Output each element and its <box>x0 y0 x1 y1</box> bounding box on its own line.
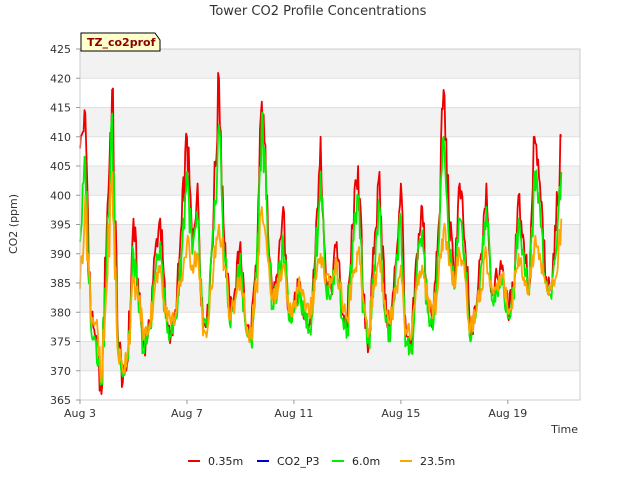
y-tick-label: 365 <box>50 394 71 407</box>
series-line-0.35m <box>79 72 563 396</box>
x-axis-title: Time <box>550 423 578 436</box>
y-tick-label: 385 <box>50 277 71 290</box>
site-label-text: TZ_co2prof <box>87 36 156 49</box>
y-tick-label: 390 <box>50 248 71 261</box>
y-tick-label: 395 <box>50 219 71 232</box>
y-tick-label: 405 <box>50 160 71 173</box>
legend: 0.35m CO2_P3 6.0m 23.5m <box>188 455 455 468</box>
grid-band <box>80 107 580 137</box>
legend-item: 0.35m <box>188 455 243 468</box>
legend-item: 23.5m <box>400 455 455 468</box>
chart-title: Tower CO2 Profile Concentrations <box>209 4 427 19</box>
y-tick-label: 410 <box>50 131 71 144</box>
y-tick-label: 380 <box>50 306 71 319</box>
legend-item: CO2_P3 <box>257 455 319 468</box>
y-axis-ticks: 365 370 375 380 385 390 395 400 405 410 415 420 425 <box>50 43 80 407</box>
x-tick-label: Aug 11 <box>274 407 313 420</box>
legend-item: 6.0m <box>332 455 380 468</box>
legend-label: 0.35m <box>208 455 243 468</box>
grid-bands <box>80 49 580 371</box>
series-layer <box>79 72 563 396</box>
y-tick-label: 415 <box>50 102 71 115</box>
series-line-23.5m <box>79 170 563 384</box>
y-tick-label: 375 <box>50 336 71 349</box>
legend-label: 6.0m <box>352 455 380 468</box>
legend-label: 23.5m <box>420 455 455 468</box>
y-tick-label: 370 <box>50 365 71 378</box>
y-tick-label: 420 <box>50 72 71 85</box>
site-label-box <box>80 32 161 52</box>
x-axis-ticks: Aug 3 Aug 7 Aug 11 Aug 15 Aug 19 <box>64 400 527 420</box>
grid-band <box>80 166 580 196</box>
legend-label: CO2_P3 <box>277 455 319 468</box>
grid-band <box>80 49 580 79</box>
x-tick-label: Aug 7 <box>171 407 203 420</box>
site-label: TZ_co2prof <box>80 32 161 52</box>
y-tick-label: 400 <box>50 189 71 202</box>
x-tick-label: Aug 19 <box>488 407 527 420</box>
grid-band <box>80 341 580 371</box>
x-tick-label: Aug 15 <box>381 407 420 420</box>
y-axis-title: CO2 (ppm) <box>7 194 20 254</box>
y-tick-label: 425 <box>50 43 71 56</box>
series-line-6.0m <box>79 111 563 386</box>
x-tick-label: Aug 3 <box>64 407 96 420</box>
